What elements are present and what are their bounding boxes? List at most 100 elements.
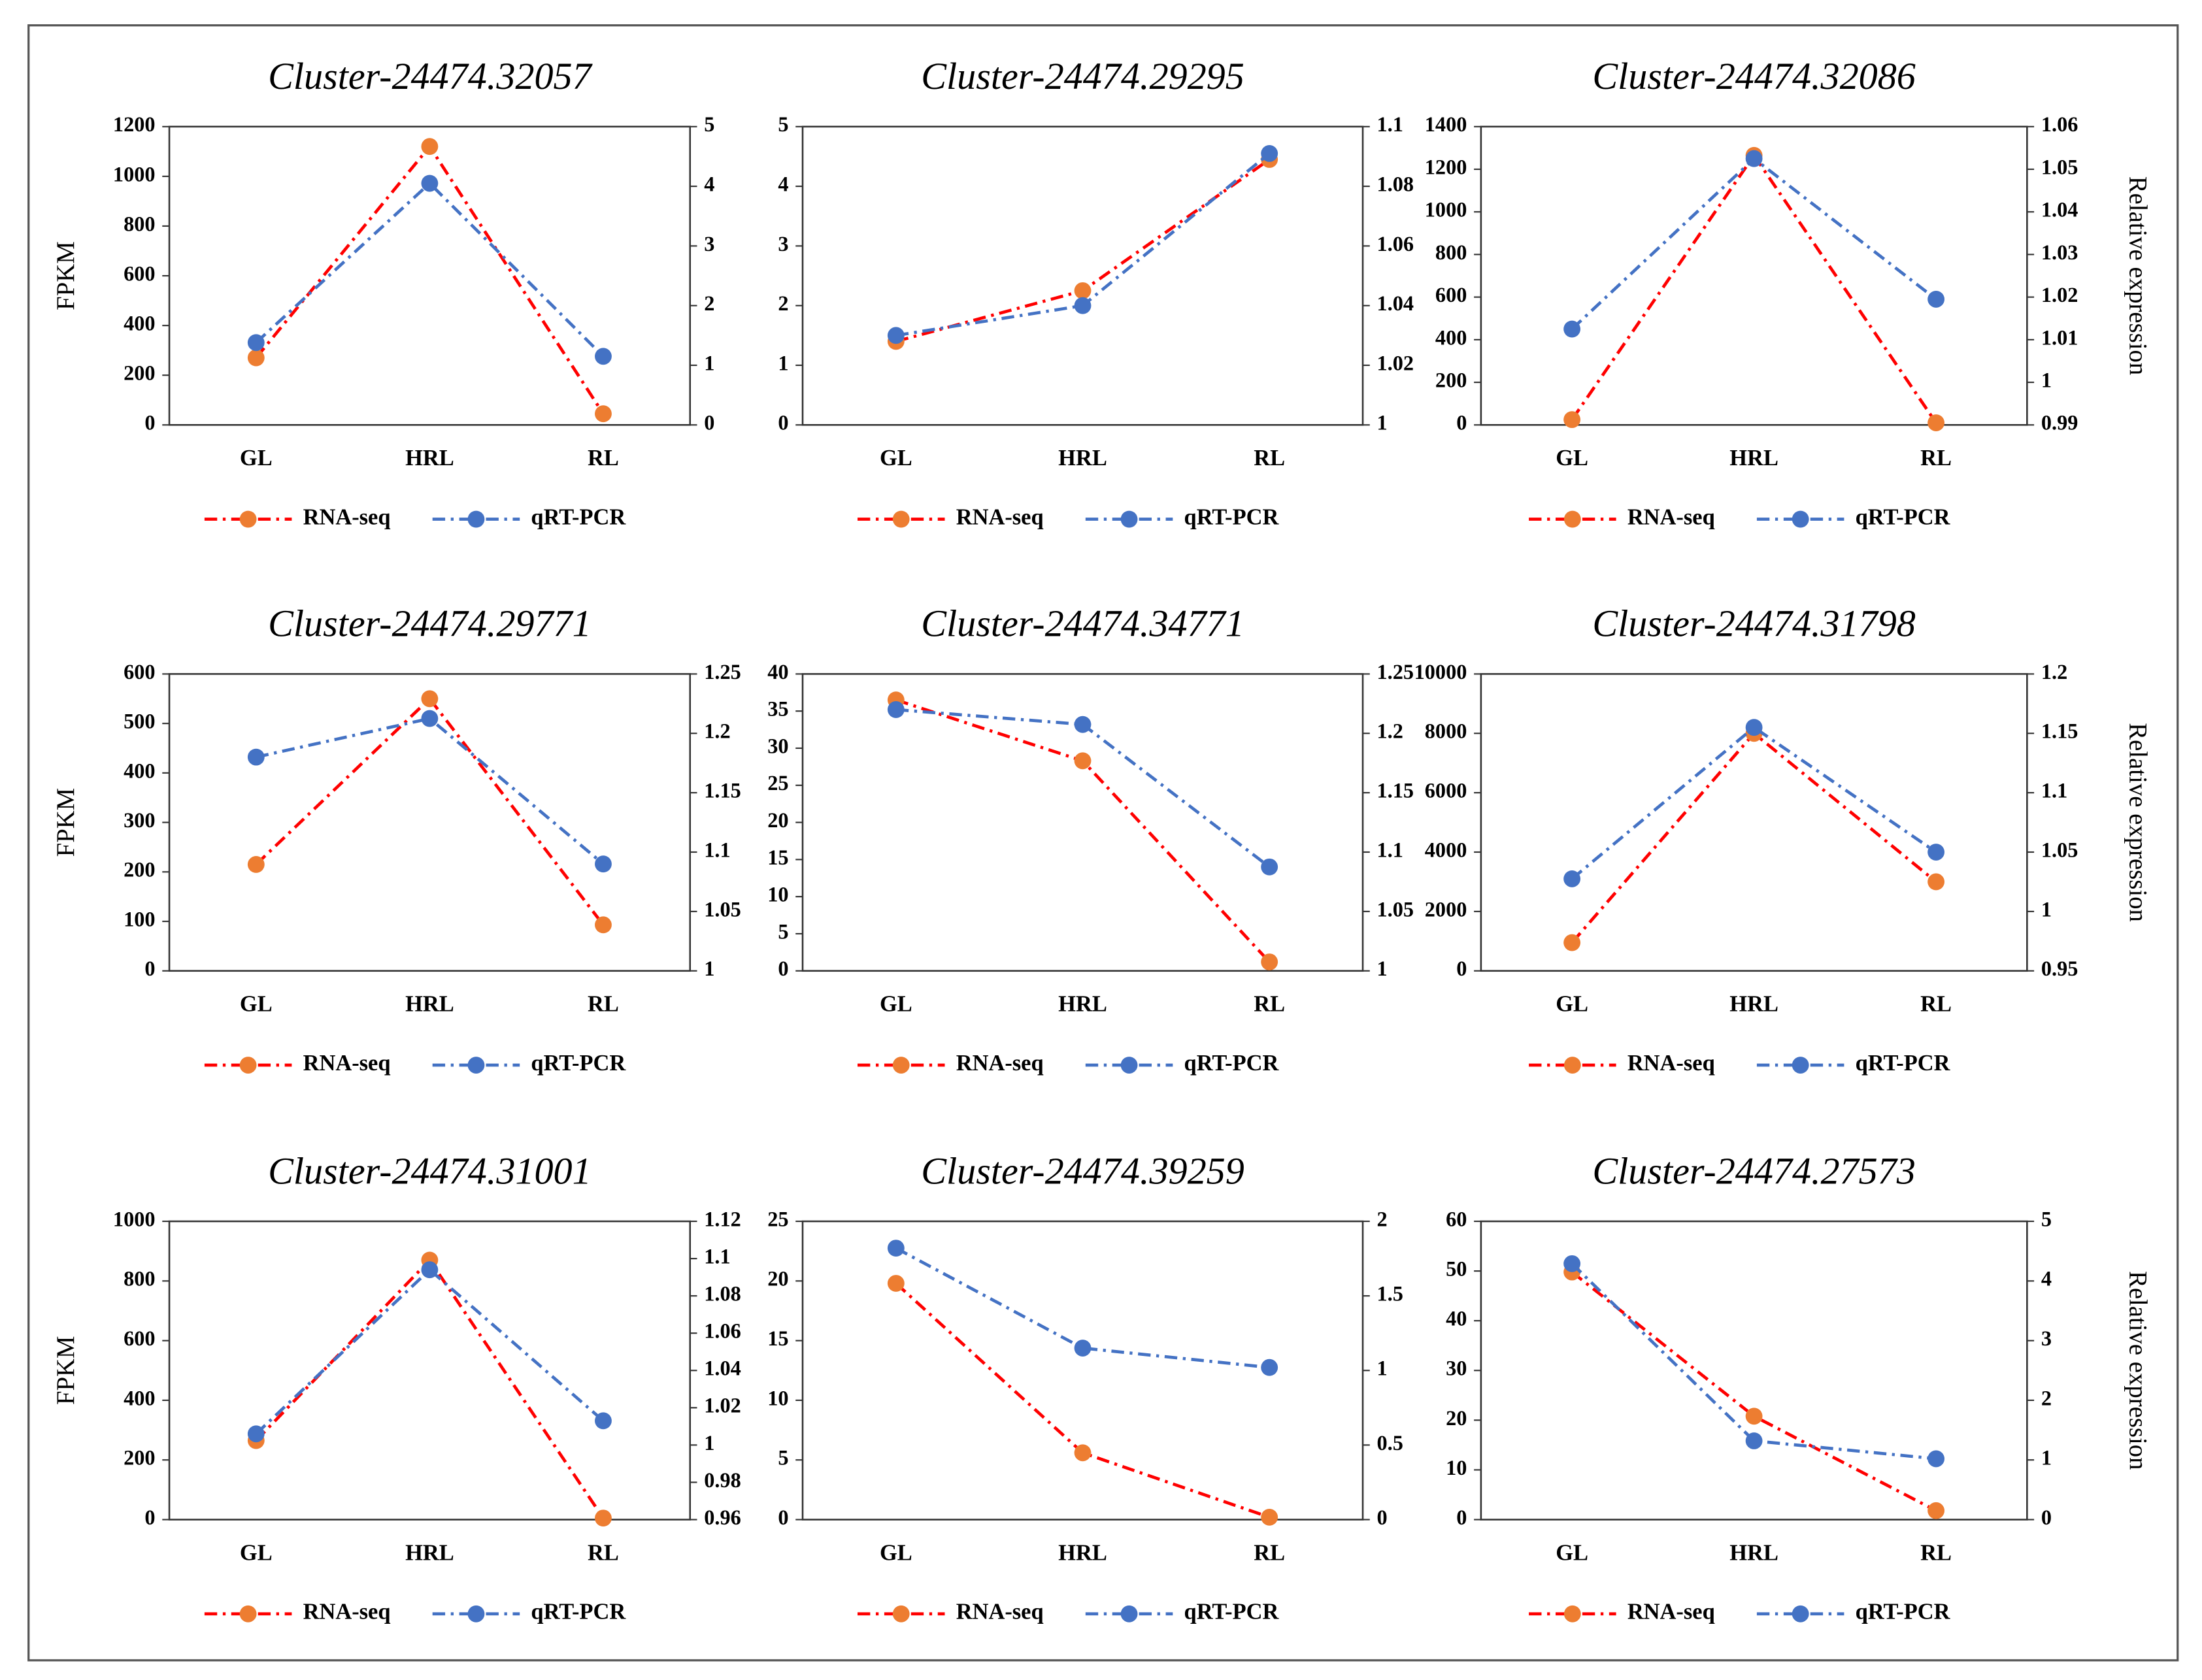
- series-line: [895, 698, 1271, 963]
- y2-tick-label: 1.25: [704, 660, 741, 684]
- y-tick-label: 0: [778, 1506, 788, 1529]
- chart: Cluster-24474.32057 0 200 400 600 800 1000 1200…: [52, 55, 715, 529]
- y-tick-label: 800: [124, 1267, 155, 1291]
- data-point: [595, 405, 612, 423]
- legend-label: qRT-PCR: [1184, 1600, 1280, 1624]
- x-tick-label: GL: [1556, 1540, 1588, 1565]
- data-point: [1261, 953, 1278, 971]
- x-tick-label: GL: [880, 446, 912, 470]
- y-tick-label: 2000: [1425, 897, 1467, 921]
- y2-tick-label: 1.2: [704, 719, 730, 743]
- y2-tick-label: 1: [1377, 1357, 1388, 1380]
- x-tick-label: RL: [1254, 1540, 1285, 1565]
- x-tick-label: RL: [1254, 991, 1285, 1016]
- legend-marker: [239, 1605, 257, 1622]
- x-tick-label: RL: [1254, 446, 1285, 470]
- y2-tick-label: 1.05: [2041, 155, 2078, 178]
- y2-tick-label: 1.06: [2041, 112, 2078, 136]
- y2-tick-label: 1.04: [2041, 198, 2078, 222]
- y-tick-label: 600: [124, 1326, 155, 1350]
- y-tick-label: 40: [767, 660, 788, 684]
- y2-tick-label: 1: [1377, 411, 1388, 435]
- y-tick-label: 400: [124, 1386, 155, 1409]
- x-tick-label: RL: [588, 1540, 619, 1565]
- data-point: [595, 348, 612, 365]
- y2-tick-label: 1.03: [2041, 240, 2078, 264]
- y-tick-label: 15: [767, 1326, 788, 1350]
- y-tick-label: 200: [1435, 368, 1467, 391]
- y-tick-label: 4: [778, 172, 788, 195]
- x-tick-label: GL: [240, 446, 273, 470]
- y-tick-label: 10000: [1414, 660, 1467, 684]
- data-point: [1563, 870, 1581, 887]
- data-point: [887, 1240, 905, 1257]
- chart: Cluster-24474.27573 0 10 20 30 40 50 60 0 1 2 3 4 5 GL…: [1446, 1149, 2152, 1624]
- y2-tick-label: 1.2: [2041, 660, 2067, 684]
- legend-label: qRT-PCR: [531, 1051, 626, 1076]
- y2-tick-label: 1.08: [704, 1282, 741, 1306]
- x-tick-label: GL: [240, 1540, 273, 1565]
- y-tick-label: 1400: [1425, 112, 1467, 136]
- y2-tick-label: 0.99: [2041, 411, 2078, 435]
- y2-tick-label: 1.2: [1377, 719, 1403, 743]
- legend-label: RNA-seq: [956, 1600, 1044, 1624]
- chart: Cluster-24474.39259 0 5 10 15 20 25 0 0.5 1 1.5 2 GL…: [767, 1149, 1403, 1624]
- y2-tick-label: 1: [704, 351, 714, 374]
- x-tick-label: RL: [1920, 991, 1952, 1016]
- chart: Cluster-24474.29295 0 1 2 3 4 5 1 1.02 1.04 1.06 1.…: [778, 55, 1414, 529]
- data-point: [247, 334, 265, 352]
- y2-tick-label: 1.05: [1377, 897, 1414, 921]
- y2-tick-label: 1: [1377, 957, 1388, 980]
- y-tick-label: 300: [124, 808, 155, 832]
- data-point: [887, 1275, 905, 1292]
- data-point: [1074, 1340, 1092, 1357]
- legend-marker: [1120, 510, 1138, 528]
- series-line: [1571, 156, 1937, 331]
- legend-marker: [1792, 1057, 1809, 1074]
- series-line: [1571, 725, 1937, 880]
- legend-marker: [892, 1605, 910, 1622]
- y2-tick-label: 1: [704, 1431, 714, 1455]
- x-tick-label: HRL: [1058, 991, 1107, 1016]
- y-tick-label: 1000: [1425, 198, 1467, 222]
- data-point: [1927, 873, 1945, 891]
- y2-tick-label: 3: [2041, 1326, 2052, 1350]
- y-tick-label: 400: [1435, 325, 1467, 349]
- y-tick-label: 40: [1446, 1307, 1467, 1330]
- legend-marker: [467, 1605, 485, 1622]
- legend-marker: [1563, 1057, 1581, 1074]
- y2-tick-label: 0: [1377, 1506, 1388, 1529]
- data-point: [1261, 144, 1278, 162]
- y-tick-label: 20: [767, 1267, 788, 1291]
- data-point: [595, 916, 612, 934]
- data-point: [247, 349, 265, 367]
- x-tick-label: GL: [880, 1540, 912, 1565]
- data-point: [1261, 1359, 1278, 1376]
- y-tick-label: 5: [778, 112, 788, 136]
- data-point: [1927, 844, 1945, 861]
- y-tick-label: 35: [767, 697, 788, 721]
- data-point: [1745, 1432, 1763, 1449]
- y-tick-label: 200: [124, 361, 155, 385]
- series-line: [256, 716, 605, 866]
- series-line: [255, 1268, 605, 1436]
- chart-title: Cluster-24474.31001: [268, 1149, 592, 1192]
- data-point: [1927, 414, 1945, 431]
- data-point: [1563, 1255, 1581, 1272]
- y-tick-label: 0: [1456, 1506, 1467, 1529]
- y2-tick-label: 0.95: [2041, 957, 2078, 980]
- y2-tick-label: 4: [704, 172, 714, 195]
- y2-axis-label: Relative expression: [2124, 176, 2152, 376]
- y-tick-label: 0: [778, 411, 788, 435]
- y-tick-label: 800: [124, 212, 155, 235]
- chart: Cluster-24474.31001 0 200 400 600 800 1000 0.96…: [52, 1149, 741, 1624]
- legend-label: qRT-PCR: [1856, 1600, 1951, 1624]
- legend-label: RNA-seq: [956, 1051, 1044, 1076]
- series-line: [895, 708, 1271, 868]
- chart-title: Cluster-24474.31798: [1592, 602, 1916, 645]
- y-tick-label: 100: [124, 907, 155, 931]
- series-line: [255, 181, 605, 357]
- data-point: [1074, 282, 1092, 299]
- y-axis-label: FPKM: [52, 788, 80, 857]
- legend-label: RNA-seq: [303, 1600, 391, 1624]
